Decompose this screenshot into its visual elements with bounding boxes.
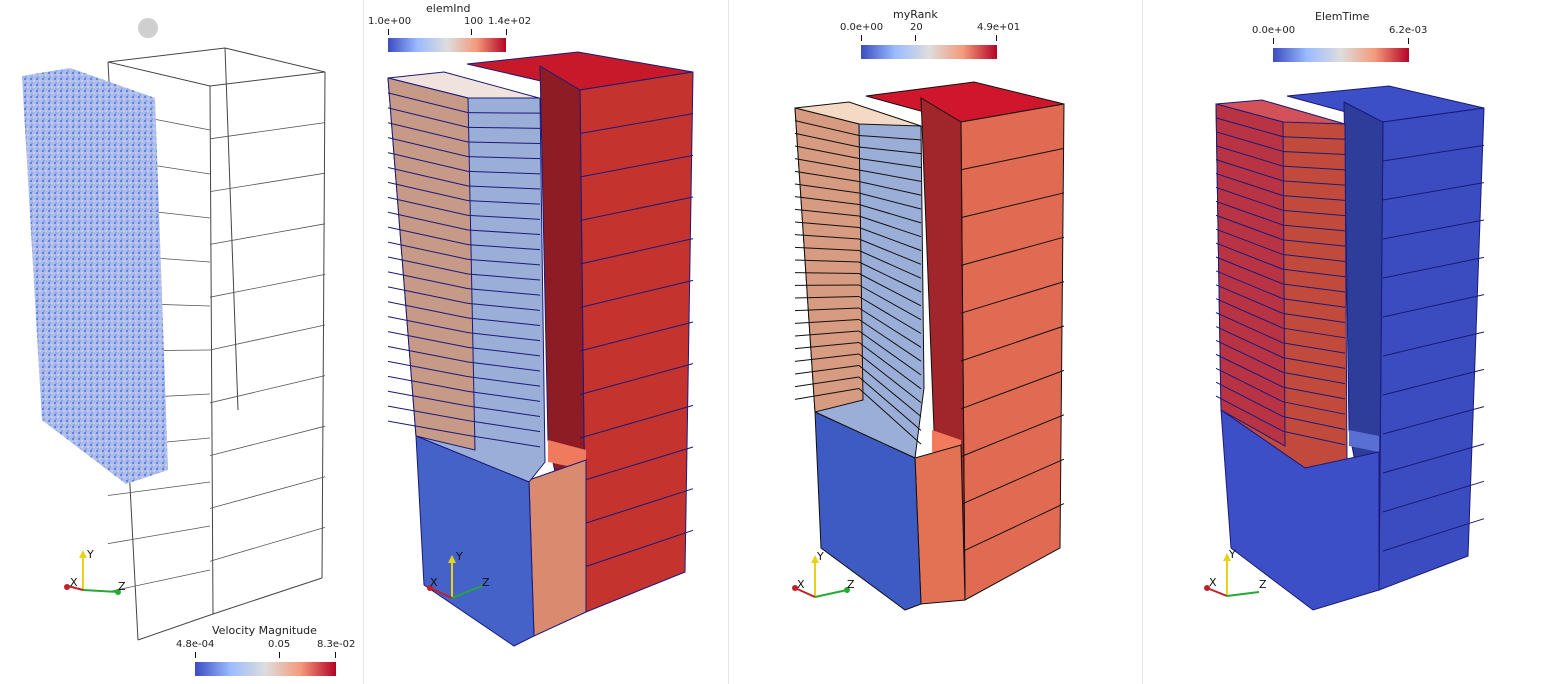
axis-x-label-3: X	[797, 578, 805, 591]
elemind-colorbar-max: 1.4e+02	[488, 16, 532, 27]
myrank-colorbar-title: myRank	[893, 8, 938, 21]
myrank-colorbar-mid: 20	[910, 22, 923, 33]
velocity-render	[22, 18, 326, 641]
velocity-colorbar-min: 4.8e-04	[176, 639, 215, 650]
axis-x-label-2: X	[430, 576, 438, 589]
velocity-colorbar-mid: 0.05	[268, 639, 291, 650]
view-velocity[interactable]: Y X Z Velocity Magnitude 4.8e-04 0.05 8.…	[0, 0, 363, 684]
elemind-colorbar-min: 1.0e+00	[368, 16, 412, 27]
myrank-colorbar	[861, 45, 997, 59]
view-elemind[interactable]: Y X Z elemInd 1.0e+00 100 1.4e+02	[364, 0, 727, 684]
view-elemtime[interactable]: Y X Z ElemTime 0.0e+00 6.2e-03	[1143, 0, 1555, 684]
axis-y-label-3: Y	[817, 550, 824, 563]
axis-y-label-2: Y	[456, 550, 463, 563]
velocity-colorbar-title: Velocity Magnitude	[212, 624, 317, 637]
axes-triad-2	[427, 555, 485, 599]
elemtime-colorbar-max: 6.2e-03	[1389, 25, 1428, 36]
elemtime-render	[1215, 85, 1485, 611]
axes-triad-4	[1204, 553, 1260, 597]
elemtime-colorbar-title: ElemTime	[1315, 10, 1370, 23]
axis-z-label-2: Z	[482, 576, 490, 589]
velocity-colorbar-max: 8.3e-02	[317, 639, 356, 650]
myrank-colorbar-max: 4.9e+01	[977, 22, 1021, 33]
elemtime-colorbar	[1273, 48, 1409, 62]
axes-triad-3	[792, 555, 850, 598]
orientation-ball-icon	[138, 18, 158, 38]
axis-x-label-4: X	[1209, 576, 1217, 589]
elemtime-colorbar-min: 0.0e+00	[1252, 25, 1296, 36]
elemind-render	[387, 51, 694, 647]
axis-y-label: Y	[87, 548, 94, 561]
axis-y-label-4: Y	[1229, 548, 1236, 561]
axes-triad	[64, 550, 121, 595]
velocity-colorbar	[195, 662, 336, 676]
axis-x-label: X	[70, 576, 78, 589]
axis-z-label-4: Z	[1259, 578, 1267, 591]
myrank-colorbar-min: 0.0e+00	[840, 22, 884, 33]
elemind-colorbar-mid: 100	[464, 16, 484, 27]
axis-z-label: Z	[118, 580, 126, 593]
elemind-colorbar-title: elemInd	[426, 2, 471, 15]
myrank-render	[794, 81, 1065, 611]
elemind-colorbar	[388, 38, 506, 52]
view-myrank[interactable]: Y X Z myRank 0.0e+00 20 4.9e+01	[729, 0, 1141, 684]
axis-z-label-3: Z	[847, 578, 855, 591]
